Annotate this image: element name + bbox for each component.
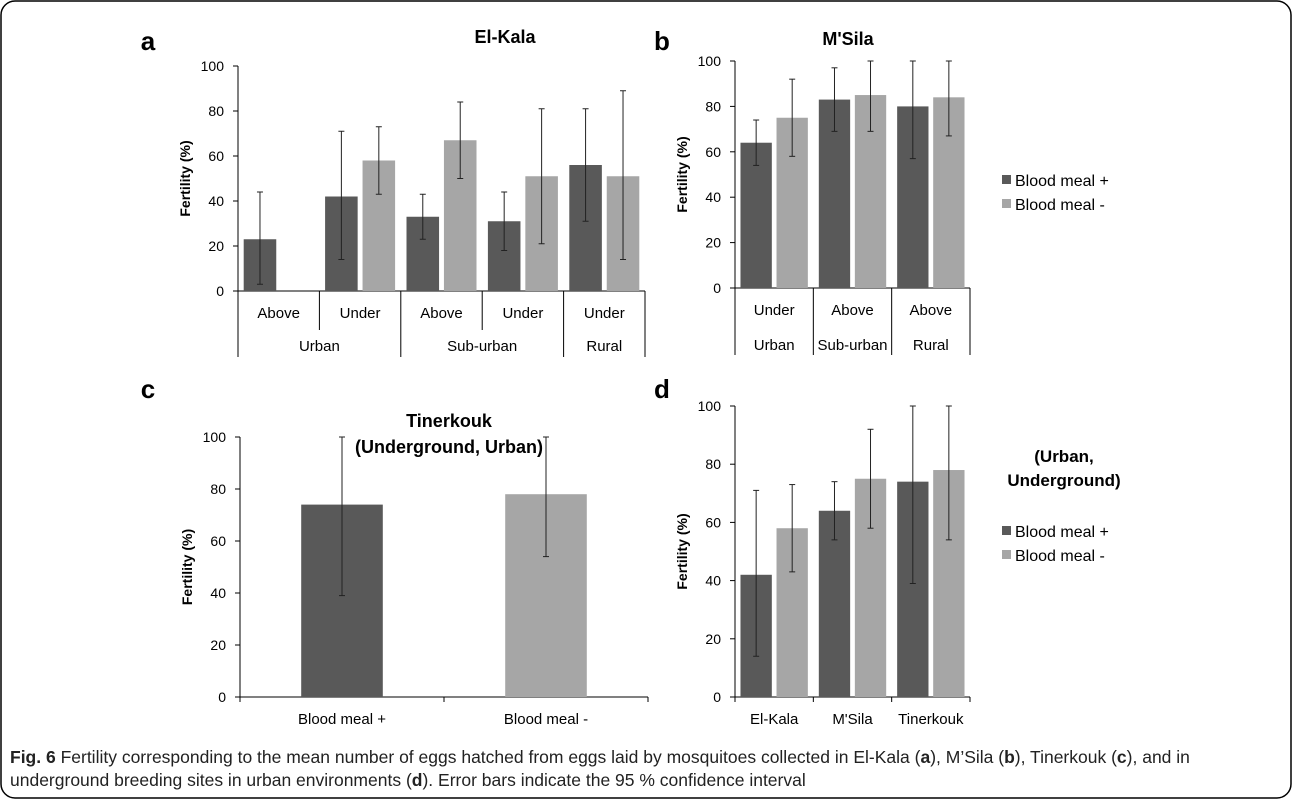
caption-letter: d: [411, 770, 423, 790]
panel-d: d 0 20 40 60 80 100 Fertility (%) El-Kala M'Sila T…: [654, 374, 1121, 728]
caption-text: ), Tinerkouk (: [1014, 747, 1117, 767]
y-tick-label: 40: [208, 193, 224, 209]
y-tick-label: 40: [705, 189, 721, 205]
y-tick-label: 40: [705, 573, 721, 589]
panel-a: a El-Kala 0 20 40 60 80 100 Fertility (%) Above Un…: [141, 26, 646, 357]
y-tick-label: 60: [705, 514, 721, 530]
y-tick-label: 80: [210, 481, 226, 497]
y-tick-label: 0: [218, 689, 226, 705]
chart-title: El-Kala: [474, 27, 536, 47]
y-axis-label: Fertility (%): [674, 136, 690, 212]
x-tick-label: Above: [831, 302, 874, 319]
x-tick-label: Above: [420, 305, 463, 322]
y-tick-label: 60: [208, 148, 224, 164]
y-tick-label: 60: [705, 144, 721, 160]
legend-swatch: [1002, 199, 1011, 208]
caption-text: Fertility corresponding to the mean numb…: [55, 747, 921, 767]
y-tick-label: 100: [203, 429, 227, 445]
legend-swatch: [1002, 550, 1011, 559]
chart-title: Tinerkouk: [406, 411, 493, 431]
x-tick-label: Under: [340, 305, 381, 322]
y-tick-label: 20: [208, 238, 224, 254]
y-tick-label: 100: [698, 398, 722, 414]
chart-title: M'Sila: [822, 29, 874, 49]
y-tick-label: 80: [705, 456, 721, 472]
group-label: Urban: [299, 338, 340, 355]
panel-letter: d: [654, 374, 670, 404]
y-axis-label: Fertility (%): [179, 529, 195, 605]
x-tick-label: M'Sila: [832, 711, 873, 728]
panel-b: b M'Sila 0 20 40 60 80 100 Fertility (%) Under Abo…: [654, 26, 1109, 355]
y-tick-label: 40: [210, 585, 226, 601]
y-tick-label: 20: [705, 235, 721, 251]
legend-swatch: [1002, 526, 1011, 535]
caption-letter: a: [920, 747, 931, 767]
x-tick-label: El-Kala: [750, 711, 799, 728]
y-tick-label: 20: [705, 631, 721, 647]
x-tick-label: Above: [257, 305, 300, 322]
y-tick-label: 80: [705, 98, 721, 114]
x-tick-label: Tinerkouk: [898, 711, 964, 728]
caption-text: ), and in underground breeding sites in …: [10, 747, 1190, 790]
x-tick-label: Under: [584, 305, 625, 322]
group-label: Urban: [754, 337, 795, 354]
bar: [818, 510, 851, 697]
group-label: Rural: [913, 337, 949, 354]
panel-c: c Tinerkouk (Underground, Urban) 0 20 40 60 80 1…: [141, 374, 649, 728]
caption-text: ), M’Sila (: [930, 747, 1005, 767]
group-label: Rural: [586, 338, 622, 355]
x-tick-label: Under: [502, 305, 543, 322]
figure-caption: Fig. 6 Fertility corresponding to the me…: [10, 746, 1280, 792]
chart-subtitle: (Underground, Urban): [355, 437, 543, 457]
panel-letter: a: [141, 26, 156, 56]
legend-label: Blood meal +: [1015, 524, 1109, 541]
caption-text: ). Error bars indicate the 95 % confiden…: [422, 770, 806, 790]
y-tick-label: 0: [713, 280, 721, 296]
x-tick-label: Blood meal +: [298, 711, 386, 728]
x-tick-label: Above: [910, 302, 953, 319]
bar: [740, 142, 772, 288]
caption-letter: b: [1004, 747, 1015, 767]
y-tick-label: 60: [210, 533, 226, 549]
caption-letter: c: [1116, 747, 1127, 767]
y-tick-label: 0: [713, 689, 721, 705]
legend-label: Blood meal -: [1015, 197, 1105, 214]
x-tick-label: Blood meal -: [504, 711, 588, 728]
legend-swatch: [1002, 175, 1011, 184]
figure-label: Fig. 6: [10, 747, 56, 767]
y-tick-label: 100: [698, 53, 722, 69]
y-tick-label: 20: [210, 637, 226, 653]
panel-letter: b: [654, 26, 670, 56]
y-axis-label: Fertility (%): [177, 140, 193, 216]
legend-label: Blood meal -: [1015, 548, 1105, 565]
y-tick-label: 100: [201, 58, 225, 74]
y-axis-label: Fertility (%): [674, 513, 690, 589]
legend-label: Blood meal +: [1015, 173, 1109, 190]
y-tick-label: 80: [208, 103, 224, 119]
y-tick-label: 0: [216, 283, 224, 299]
group-label: Sub-urban: [447, 338, 517, 355]
panel-letter: c: [141, 374, 155, 404]
legend-title: (Urban, Underground): [1007, 447, 1120, 490]
group-label: Sub-urban: [817, 337, 887, 354]
x-tick-label: Under: [754, 302, 795, 319]
